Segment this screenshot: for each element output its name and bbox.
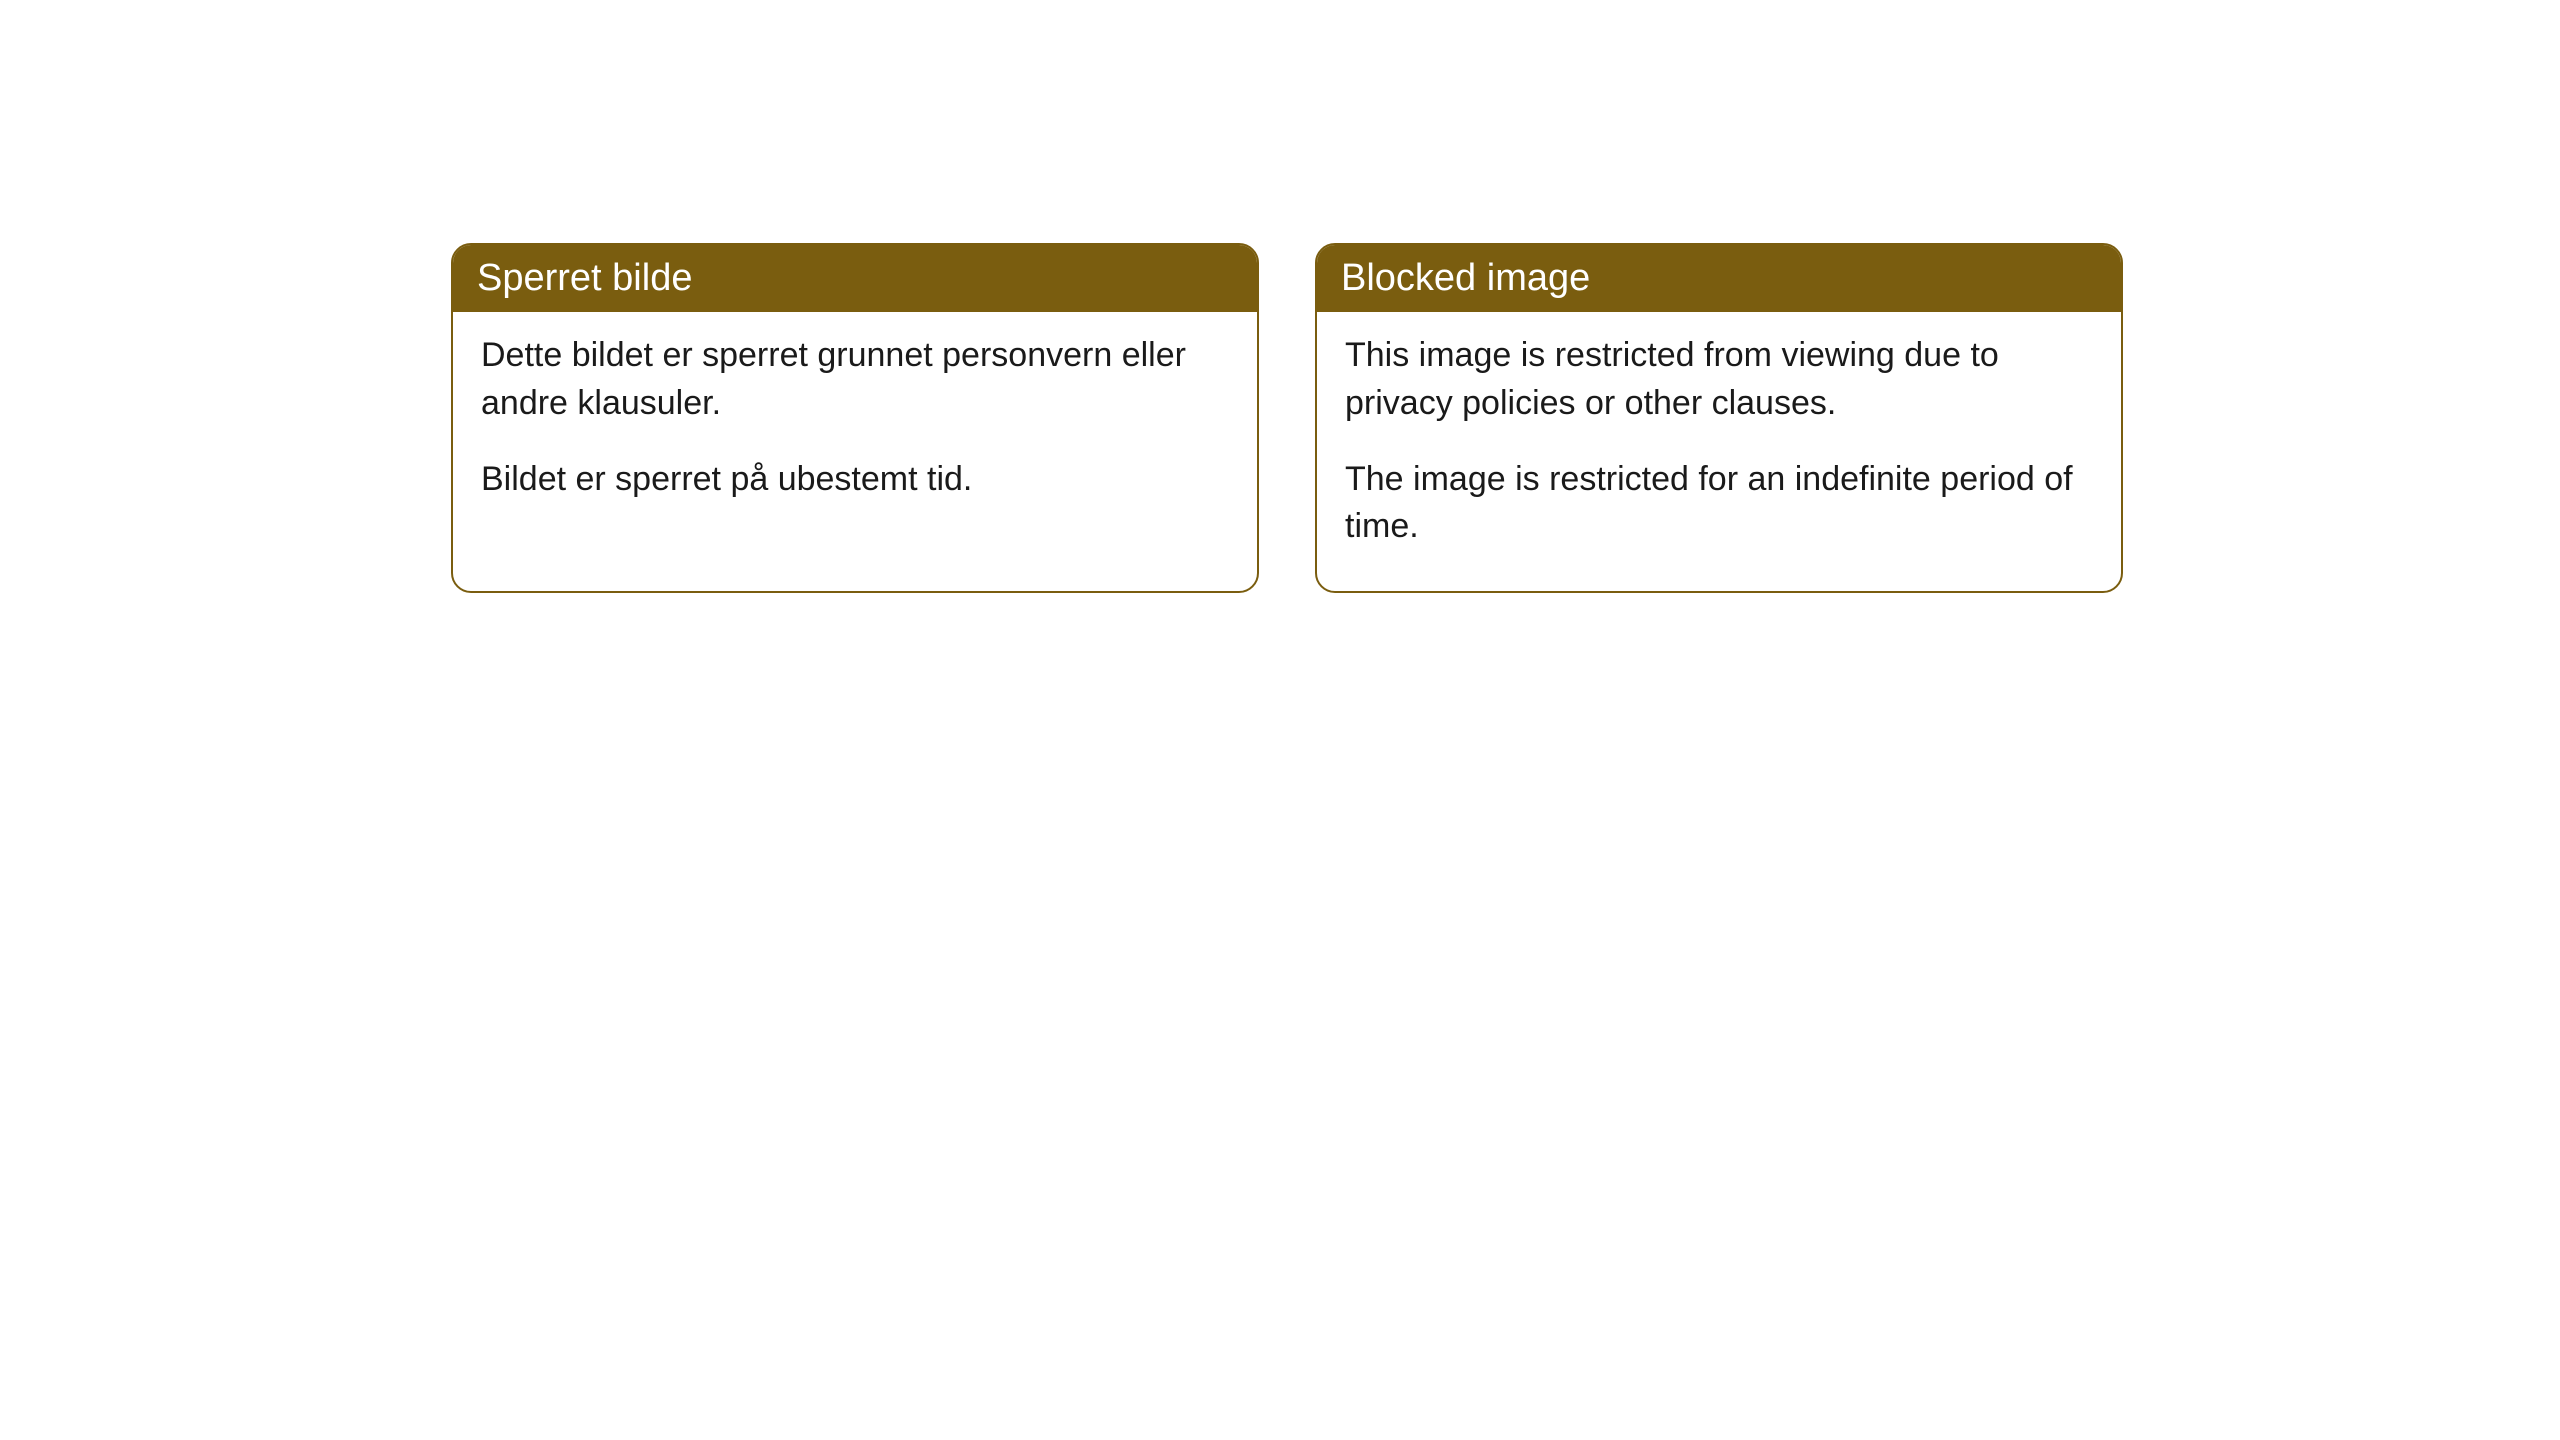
card-paragraph-2-en: The image is restricted for an indefinit…: [1345, 456, 2093, 551]
card-header-en: Blocked image: [1317, 245, 2121, 312]
card-header-no: Sperret bilde: [453, 245, 1257, 312]
blocked-image-card-en: Blocked image This image is restricted f…: [1315, 243, 2123, 593]
card-body-en: This image is restricted from viewing du…: [1317, 312, 2121, 590]
notice-cards-container: Sperret bilde Dette bildet er sperret gr…: [451, 243, 2123, 593]
card-paragraph-1-no: Dette bildet er sperret grunnet personve…: [481, 332, 1229, 427]
blocked-image-card-no: Sperret bilde Dette bildet er sperret gr…: [451, 243, 1259, 593]
card-body-no: Dette bildet er sperret grunnet personve…: [453, 312, 1257, 543]
card-paragraph-1-en: This image is restricted from viewing du…: [1345, 332, 2093, 427]
card-paragraph-2-no: Bildet er sperret på ubestemt tid.: [481, 456, 1229, 504]
